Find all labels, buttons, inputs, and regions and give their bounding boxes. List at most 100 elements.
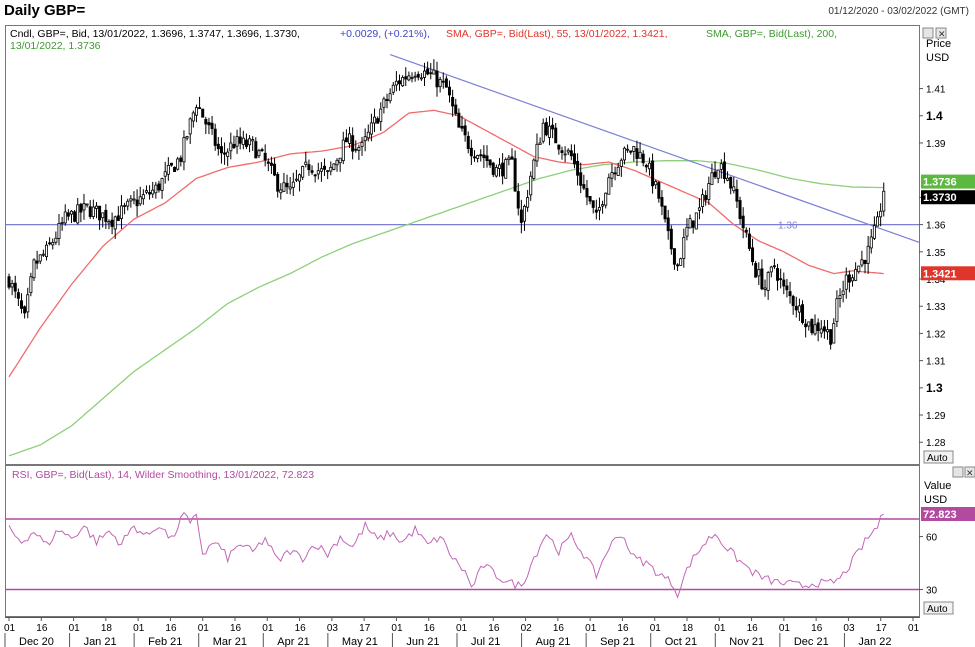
candle <box>751 238 755 266</box>
candle <box>560 146 564 160</box>
x-tick-label: 16 <box>36 623 48 634</box>
rsi-auto-button[interactable] <box>923 601 954 615</box>
candle-body <box>788 291 792 297</box>
candle <box>547 116 551 146</box>
price-panel-buttons[interactable]: ✕ Auto <box>922 27 954 464</box>
candle-body <box>35 260 39 264</box>
rsi-panel-buttons[interactable]: ✕ Auto <box>923 466 975 615</box>
candle <box>179 155 183 167</box>
candle-body <box>376 118 380 124</box>
candle <box>726 171 730 182</box>
candle-body <box>457 112 461 128</box>
candle <box>129 195 133 208</box>
candle <box>73 210 77 223</box>
rsi-legend: RSI, GBP=, Bid(Last), 14, Wilder Smoothi… <box>12 469 314 481</box>
sma200-line <box>8 160 884 457</box>
candle <box>79 202 83 223</box>
candle-body <box>213 128 217 146</box>
candle-body <box>73 211 77 222</box>
candle-body <box>354 148 358 151</box>
candle-body <box>63 211 67 224</box>
rsi-plot-area[interactable] <box>6 511 919 599</box>
candle <box>529 171 533 201</box>
candle-body <box>732 186 736 192</box>
candle <box>66 209 70 221</box>
candle-body <box>882 190 886 212</box>
candle <box>185 135 189 141</box>
candle-body <box>135 199 139 207</box>
candle-body <box>744 229 748 233</box>
candle-body <box>472 156 476 159</box>
sma200-badge-bg <box>921 174 975 189</box>
candle-body <box>569 150 573 157</box>
candle <box>41 249 45 257</box>
candle-body <box>132 198 136 201</box>
candle-body <box>351 135 355 152</box>
rsi-close-button[interactable] <box>964 466 975 478</box>
candle-body <box>341 139 345 162</box>
maximize-button[interactable] <box>922 27 934 39</box>
candle-body <box>344 137 348 143</box>
candle <box>654 179 658 189</box>
candle <box>201 108 205 118</box>
candle <box>388 88 392 104</box>
candle <box>538 137 542 145</box>
price-axis-unit: USD <box>926 52 949 64</box>
price-tick-label: 1.31 <box>926 357 946 368</box>
candle <box>276 171 280 198</box>
candle <box>641 150 645 167</box>
candle-body <box>107 221 111 224</box>
candle <box>151 181 155 198</box>
candle-body <box>754 263 758 278</box>
candle-body <box>254 141 258 159</box>
candle-body <box>326 170 330 173</box>
candle-body <box>591 200 595 208</box>
candle-body <box>360 141 364 147</box>
candle <box>85 203 89 208</box>
candle-body <box>126 200 130 207</box>
candle-body <box>210 122 214 130</box>
candle <box>51 238 55 250</box>
candle <box>604 192 608 209</box>
candle-body <box>619 159 623 167</box>
candle <box>32 258 36 281</box>
candle-body <box>291 181 295 188</box>
candle <box>738 196 742 225</box>
candle <box>257 148 261 159</box>
candle-body <box>460 126 464 129</box>
candle-body <box>194 107 198 116</box>
price-auto-button[interactable] <box>923 450 954 464</box>
price-plot-area[interactable]: 1.36 <box>6 53 920 457</box>
x-tick-label: 18 <box>682 623 694 634</box>
month-label: Jul 21 <box>471 636 500 647</box>
candle <box>198 96 202 110</box>
candle-body <box>729 176 733 189</box>
candle <box>107 219 111 230</box>
candle <box>591 200 595 214</box>
candle-body <box>60 222 64 224</box>
candle-body <box>188 118 192 135</box>
rsi-maximize-button[interactable] <box>952 466 964 478</box>
rsi-tick-label: 60 <box>926 533 938 544</box>
candle-body <box>707 183 711 200</box>
month-label: Jun 21 <box>406 636 439 647</box>
candle-body <box>123 205 127 207</box>
candle-body <box>669 228 673 250</box>
candle-body <box>316 170 320 175</box>
last-price-badge-bg <box>921 190 975 205</box>
candle-body <box>810 318 814 334</box>
price-tick-label: 1.33 <box>926 302 946 313</box>
candle-body <box>622 147 626 161</box>
candle-body <box>435 70 439 88</box>
candle <box>144 185 148 195</box>
candle-body <box>466 135 470 149</box>
candle-body <box>44 244 48 258</box>
x-tick-label: 17 <box>359 623 371 634</box>
candle <box>110 212 114 235</box>
candle <box>35 250 39 270</box>
close-panel-button[interactable] <box>935 27 947 39</box>
rsi-tick-label: 30 <box>926 586 938 597</box>
candle <box>238 127 242 150</box>
candle-body <box>191 112 195 122</box>
